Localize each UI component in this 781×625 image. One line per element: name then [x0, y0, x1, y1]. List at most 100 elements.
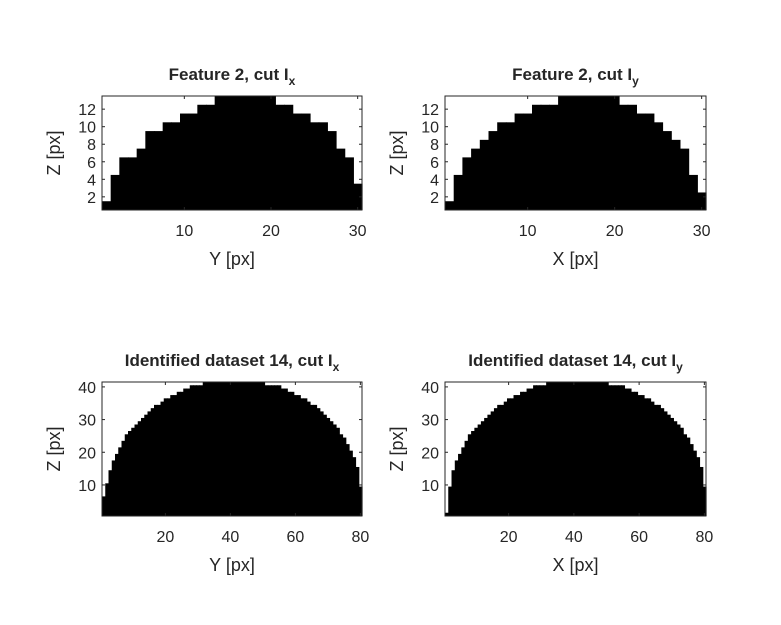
- data-column: [319, 411, 324, 516]
- data-column: [540, 104, 550, 210]
- data-column: [353, 183, 363, 210]
- data-column: [275, 104, 285, 210]
- y-tick-label: 10: [78, 120, 96, 137]
- data-column: [505, 122, 516, 210]
- y-tick-label: 10: [421, 120, 439, 137]
- data-column: [173, 395, 178, 516]
- y-tick-label: 40: [78, 380, 96, 397]
- data-column: [323, 414, 327, 516]
- data-column: [565, 382, 570, 516]
- data-column: [546, 382, 550, 516]
- data-column: [144, 414, 149, 516]
- x-tick-label: 60: [630, 529, 648, 546]
- y-tick-label: 6: [87, 155, 96, 172]
- data-column: [310, 404, 314, 516]
- data-column: [301, 113, 311, 210]
- data-column: [128, 157, 138, 210]
- axes-frame: [444, 95, 707, 211]
- data-column: [254, 382, 259, 516]
- data-column: [344, 157, 354, 210]
- data-column: [467, 434, 472, 516]
- data-column: [141, 417, 145, 516]
- data-column: [549, 104, 559, 210]
- data-column: [653, 404, 658, 516]
- data-column: [209, 382, 214, 516]
- data-column: [313, 404, 318, 516]
- chart-title-main: Identified dataset 14, cut I: [125, 351, 333, 370]
- y-axis-label: Z [px]: [44, 426, 64, 471]
- data-column: [287, 391, 292, 516]
- data-column: [445, 201, 455, 210]
- data-column: [232, 96, 242, 210]
- y-tick-label: 2: [430, 190, 439, 207]
- data-column: [575, 382, 580, 516]
- x-axis-label: X [px]: [552, 249, 598, 269]
- y-tick-label: 4: [87, 172, 96, 189]
- data-column: [342, 437, 347, 516]
- data-column: [167, 398, 171, 516]
- data-column: [503, 401, 508, 516]
- data-column: [584, 96, 594, 210]
- data-column: [225, 382, 230, 516]
- subplot-3: 20 40 60 80 10 20 30 40 Identified dataset 14, c…: [44, 351, 369, 575]
- data-column: [176, 391, 181, 516]
- y-tick-label: 4: [430, 172, 439, 189]
- data-column: [118, 447, 123, 516]
- data-column: [458, 453, 462, 516]
- data-column: [136, 148, 146, 210]
- data-column: [316, 408, 321, 516]
- data-column: [186, 388, 191, 516]
- data-column: [274, 385, 279, 516]
- data-column: [171, 122, 181, 210]
- data-column: [461, 447, 466, 516]
- data-column: [601, 382, 606, 516]
- data-column: [611, 385, 616, 516]
- data-column: [532, 104, 542, 210]
- data-column: [663, 411, 668, 516]
- data-column: [621, 385, 626, 516]
- data-column: [292, 113, 302, 210]
- data-column: [592, 96, 603, 210]
- data-column: [180, 113, 190, 210]
- data-column: [490, 411, 495, 516]
- data-column: [514, 113, 524, 210]
- y-axis-label: Z [px]: [387, 130, 407, 175]
- chart-title-main: Feature 2, cut I: [512, 65, 632, 84]
- data-column: [306, 401, 311, 516]
- data-column: [249, 96, 259, 210]
- axes-frame: [444, 381, 707, 517]
- data-column: [215, 382, 220, 516]
- data-column: [464, 440, 469, 516]
- data-column: [686, 437, 691, 516]
- chart-title: Feature 2, cut Iy: [512, 65, 639, 88]
- data-column: [258, 96, 268, 210]
- data-column: [578, 382, 583, 516]
- data-column: [477, 424, 482, 516]
- x-tick-label: 10: [175, 223, 193, 240]
- data-column: [617, 385, 622, 516]
- data-column: [111, 460, 116, 516]
- data-column: [105, 483, 110, 516]
- data-column: [671, 139, 681, 210]
- data-column: [300, 398, 305, 516]
- data-column: [119, 157, 129, 210]
- chart-title-subscript: x: [333, 360, 340, 374]
- data-column: [271, 385, 275, 516]
- data-column: [121, 440, 126, 516]
- y-tick-label: 30: [421, 413, 439, 430]
- data-column: [588, 382, 593, 516]
- data-column: [189, 385, 194, 516]
- data-column: [619, 104, 629, 210]
- x-tick-label: 20: [156, 529, 174, 546]
- data-column: [683, 434, 688, 516]
- data-column: [670, 417, 674, 516]
- data-column: [154, 404, 158, 516]
- data-column: [238, 382, 243, 516]
- data-column: [303, 398, 308, 516]
- data-column: [137, 421, 142, 516]
- data-column: [479, 139, 490, 210]
- data-column: [480, 421, 485, 516]
- data-column: [241, 382, 246, 516]
